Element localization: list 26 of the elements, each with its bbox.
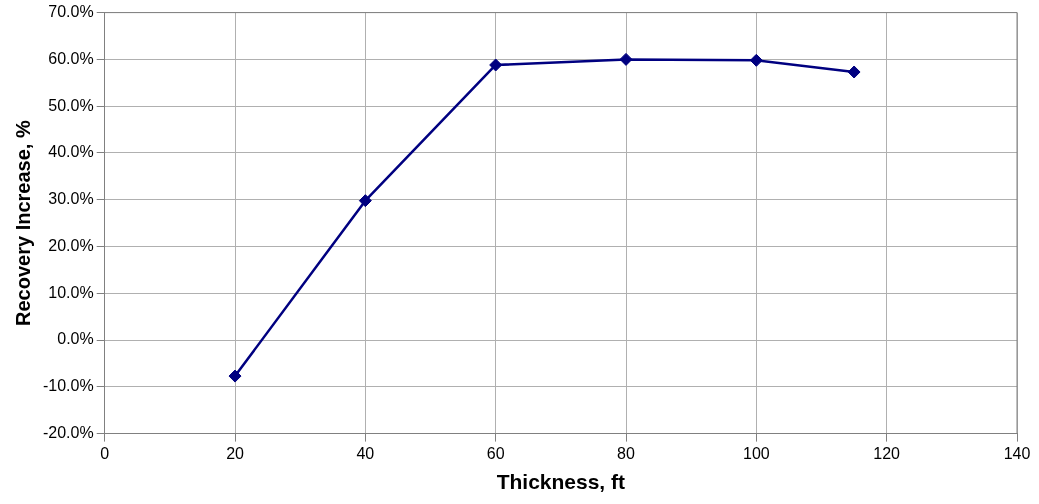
y-axis-title: Recovery Increase, % (11, 120, 34, 326)
y-tick-label: 60.0% (48, 49, 94, 67)
x-tick-label: 20 (226, 444, 245, 462)
x-axis-title: Thickness, ft (496, 470, 626, 494)
point (358, 194, 372, 208)
point (228, 369, 242, 383)
x-tick-label: 120 (873, 444, 901, 462)
y-tick-label: -20.0% (42, 424, 94, 442)
y-tick-label: 40.0% (48, 143, 94, 161)
y-tick-label: 0.0% (57, 330, 94, 348)
x-tick-label: 100 (742, 444, 770, 462)
x-tick-label: 140 (1003, 444, 1031, 462)
point (619, 52, 633, 66)
y-tick-label: 50.0% (48, 96, 94, 114)
y-tick-label: 70.0% (48, 3, 94, 21)
x-tick-label: 40 (356, 444, 375, 462)
x-tick-label: 0 (100, 444, 110, 462)
point (489, 58, 503, 72)
y-tick-label: -10.0% (42, 377, 94, 395)
point (847, 65, 861, 79)
y-tick-label: 30.0% (48, 190, 94, 208)
x-tick-label: 60 (486, 444, 505, 462)
x-tick-label: 80 (617, 444, 636, 462)
y-tick-label: 10.0% (48, 283, 94, 301)
y-tick-label: 20.0% (48, 236, 94, 254)
point (749, 53, 763, 67)
